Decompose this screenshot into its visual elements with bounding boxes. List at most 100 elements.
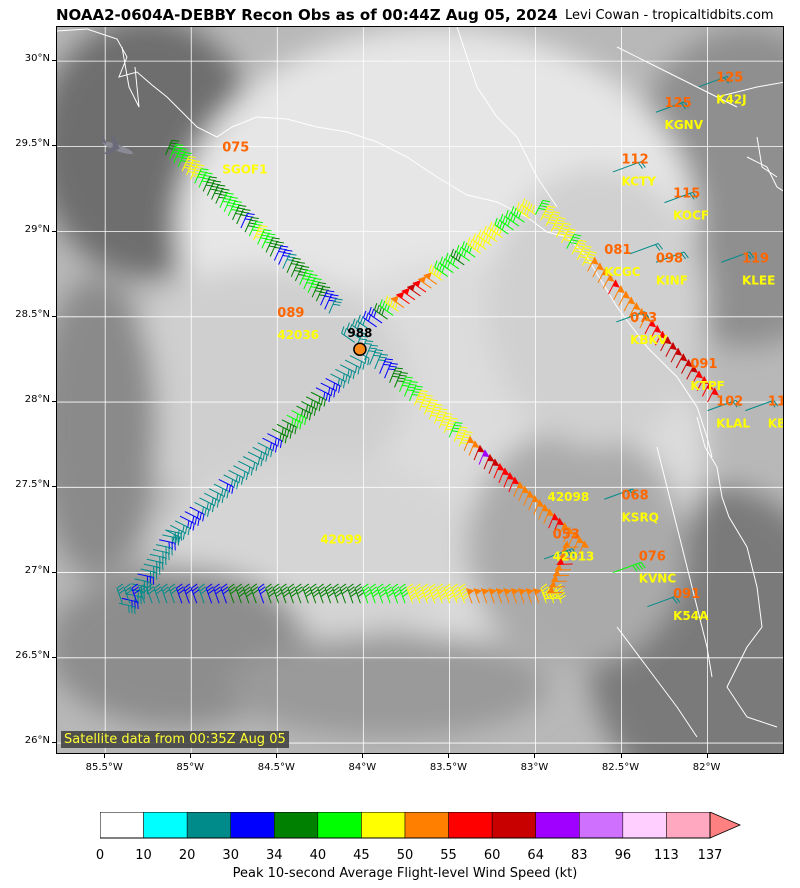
wind-barb-feather <box>229 199 237 202</box>
wind-barb <box>613 285 622 301</box>
map-canvas[interactable]: 075 SGOF1 125 KGNV 125 K42J 112 KCTY 115 KOCF 081 K… <box>57 27 784 754</box>
wind-barb-pennant <box>706 382 714 390</box>
lat-tick-label: 26°N <box>24 735 50 747</box>
colorbar-segment <box>535 812 580 839</box>
wind-barb-feather <box>172 534 175 542</box>
wind-barb-pennant <box>467 436 475 444</box>
wind-barb-feather <box>376 583 384 589</box>
colorbar-segment <box>361 812 406 839</box>
wind-barb <box>543 508 551 524</box>
wind-barb-feather <box>345 375 348 383</box>
map-panel[interactable]: 075 SGOF1 125 KGNV 125 K42J 112 KCTY 115 KOCF 081 K… <box>56 26 784 754</box>
wind-barb-feather <box>431 589 438 595</box>
wind-barb-feather <box>223 489 227 498</box>
wind-barb-feather <box>394 370 402 373</box>
lon-tick <box>706 754 708 758</box>
lon-tick <box>190 754 192 758</box>
lon-tick <box>362 754 364 758</box>
wind-barb-feather <box>272 237 280 240</box>
wind-barb-feather <box>347 583 354 589</box>
wind-barb-pennant <box>690 365 698 373</box>
wind-barb-feather <box>640 562 646 569</box>
wind-barb <box>655 101 685 113</box>
wind-barb-feather <box>584 261 592 265</box>
wind-barb <box>664 191 693 204</box>
wind-barb-feather <box>439 592 447 598</box>
wind-barb-feather <box>313 280 321 283</box>
wind-barb-feather <box>364 589 371 595</box>
wind-barb-pennant <box>482 449 490 458</box>
wind-barb-feather <box>313 408 317 416</box>
wind-barb-feather <box>363 586 370 592</box>
wind-barb-feather <box>563 222 571 226</box>
wind-barb-feather <box>556 586 564 592</box>
wind-barb-feather <box>689 193 695 200</box>
wind-barb-feather <box>389 365 397 368</box>
wind-barb-feather <box>342 380 346 389</box>
lat-lon-grid <box>57 27 783 753</box>
wind-barb-feather <box>148 589 155 595</box>
station-barbs <box>543 75 779 608</box>
wind-barb-feather <box>214 498 217 507</box>
wind-barb-feather <box>569 549 575 556</box>
wind-barb-feather <box>213 180 222 183</box>
wind-barb-feather <box>312 589 319 595</box>
station-id: KLAL <box>716 416 750 430</box>
wind-barb-feather <box>368 306 372 315</box>
wind-barb-feather <box>333 586 340 592</box>
wind-barb-feather <box>462 594 470 600</box>
wind-barb-feather <box>155 589 163 595</box>
wind-barb-feather <box>208 179 216 182</box>
station-id: 42098 <box>547 490 589 504</box>
wind-barb-pennant <box>701 376 709 385</box>
wind-barb-feather <box>154 586 162 592</box>
wind-barb-feather <box>360 316 364 324</box>
wind-barb <box>691 370 700 386</box>
wind-barb-feather <box>280 245 289 248</box>
wind-barb-feather <box>472 233 476 241</box>
wind-barb-feather <box>360 335 369 338</box>
wind-barb-feather <box>262 453 265 461</box>
wind-barb-feather <box>357 314 361 322</box>
wind-barb-feather <box>311 586 318 592</box>
wind-barb-feather <box>436 262 440 270</box>
lon-tick <box>448 754 450 758</box>
wind-barb-feather <box>581 250 590 254</box>
wind-barb-feather <box>234 200 243 203</box>
lat-tick-label: 29.5°N <box>15 138 50 150</box>
wind-barb-pennant <box>496 588 505 595</box>
wind-barb-feather <box>584 245 592 248</box>
wind-barb-feather <box>306 269 314 272</box>
wind-barb-feather <box>296 420 299 429</box>
wind-barb-feather <box>255 221 264 224</box>
station-id: 42099 <box>320 532 362 546</box>
wind-barb-feather <box>531 205 535 213</box>
wind-barb-feather <box>273 586 281 592</box>
wind-barb-feather <box>675 596 681 603</box>
lon-tick-label: 84°W <box>348 762 377 773</box>
wind-barb-feather <box>257 457 261 465</box>
wind-barb-feather <box>327 592 335 598</box>
wind-barb-feather <box>221 586 229 592</box>
wind-barb-feather <box>245 472 249 481</box>
wind-barb-feather <box>197 518 200 527</box>
lat-tick <box>52 571 56 573</box>
wind-barb-feather <box>246 215 254 218</box>
wind-barb-feather <box>414 583 421 589</box>
wind-barb-feather <box>362 583 369 589</box>
wind-barb-feather <box>259 225 268 228</box>
wind-barb-feather <box>243 471 246 479</box>
wind-barb-pennant <box>497 463 505 471</box>
wind-barb-feather <box>321 288 329 291</box>
wind-barb <box>592 262 601 278</box>
wind-barb-feather <box>562 225 570 228</box>
wind-barb-feather <box>399 374 407 377</box>
wind-barb-feather <box>341 589 349 595</box>
wind-barb-feather <box>162 586 169 592</box>
wind-barb-feather <box>467 237 471 245</box>
wind-barb-feather <box>369 347 377 350</box>
wind-barb-feather <box>270 449 273 458</box>
wind-barb-pennant <box>412 280 421 287</box>
wind-barb-feather <box>194 517 197 525</box>
wind-barb <box>488 458 496 474</box>
